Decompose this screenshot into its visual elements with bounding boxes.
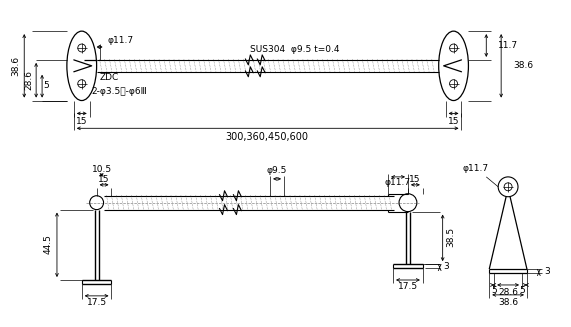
Text: 3: 3 [544, 267, 550, 276]
Text: φ11.7: φ11.7 [385, 178, 411, 187]
Text: 17.5: 17.5 [87, 298, 107, 307]
Text: SUS304  φ9.5 t=0.4: SUS304 φ9.5 t=0.4 [250, 45, 340, 55]
Text: 2-φ3.5穴-φ6Ⅲ: 2-φ3.5穴-φ6Ⅲ [92, 87, 147, 96]
Text: 15: 15 [409, 175, 421, 184]
Text: 38.6: 38.6 [513, 61, 533, 70]
Text: 5: 5 [491, 286, 497, 295]
Text: 28.6: 28.6 [498, 288, 518, 297]
Text: 15: 15 [98, 175, 109, 184]
Text: 38.5: 38.5 [446, 227, 455, 248]
Text: 300,360,450,600: 300,360,450,600 [226, 132, 309, 142]
Text: 28.6: 28.6 [25, 70, 34, 90]
Text: φ11.7: φ11.7 [107, 36, 134, 44]
Text: φ11.7: φ11.7 [462, 164, 488, 173]
Text: 38.6: 38.6 [11, 56, 20, 76]
Text: 3: 3 [444, 262, 449, 271]
Text: 17.5: 17.5 [398, 283, 418, 291]
Text: 15: 15 [76, 117, 87, 126]
Text: 5: 5 [43, 81, 49, 90]
Text: φ9.5: φ9.5 [267, 166, 287, 176]
Text: 10.5: 10.5 [91, 165, 112, 174]
Text: ZDC: ZDC [99, 73, 119, 82]
Text: 44.5: 44.5 [43, 234, 53, 254]
Text: 5: 5 [519, 286, 525, 295]
Text: 15: 15 [448, 117, 459, 126]
Text: 38.6: 38.6 [498, 298, 518, 307]
Text: 11.7: 11.7 [498, 41, 518, 49]
